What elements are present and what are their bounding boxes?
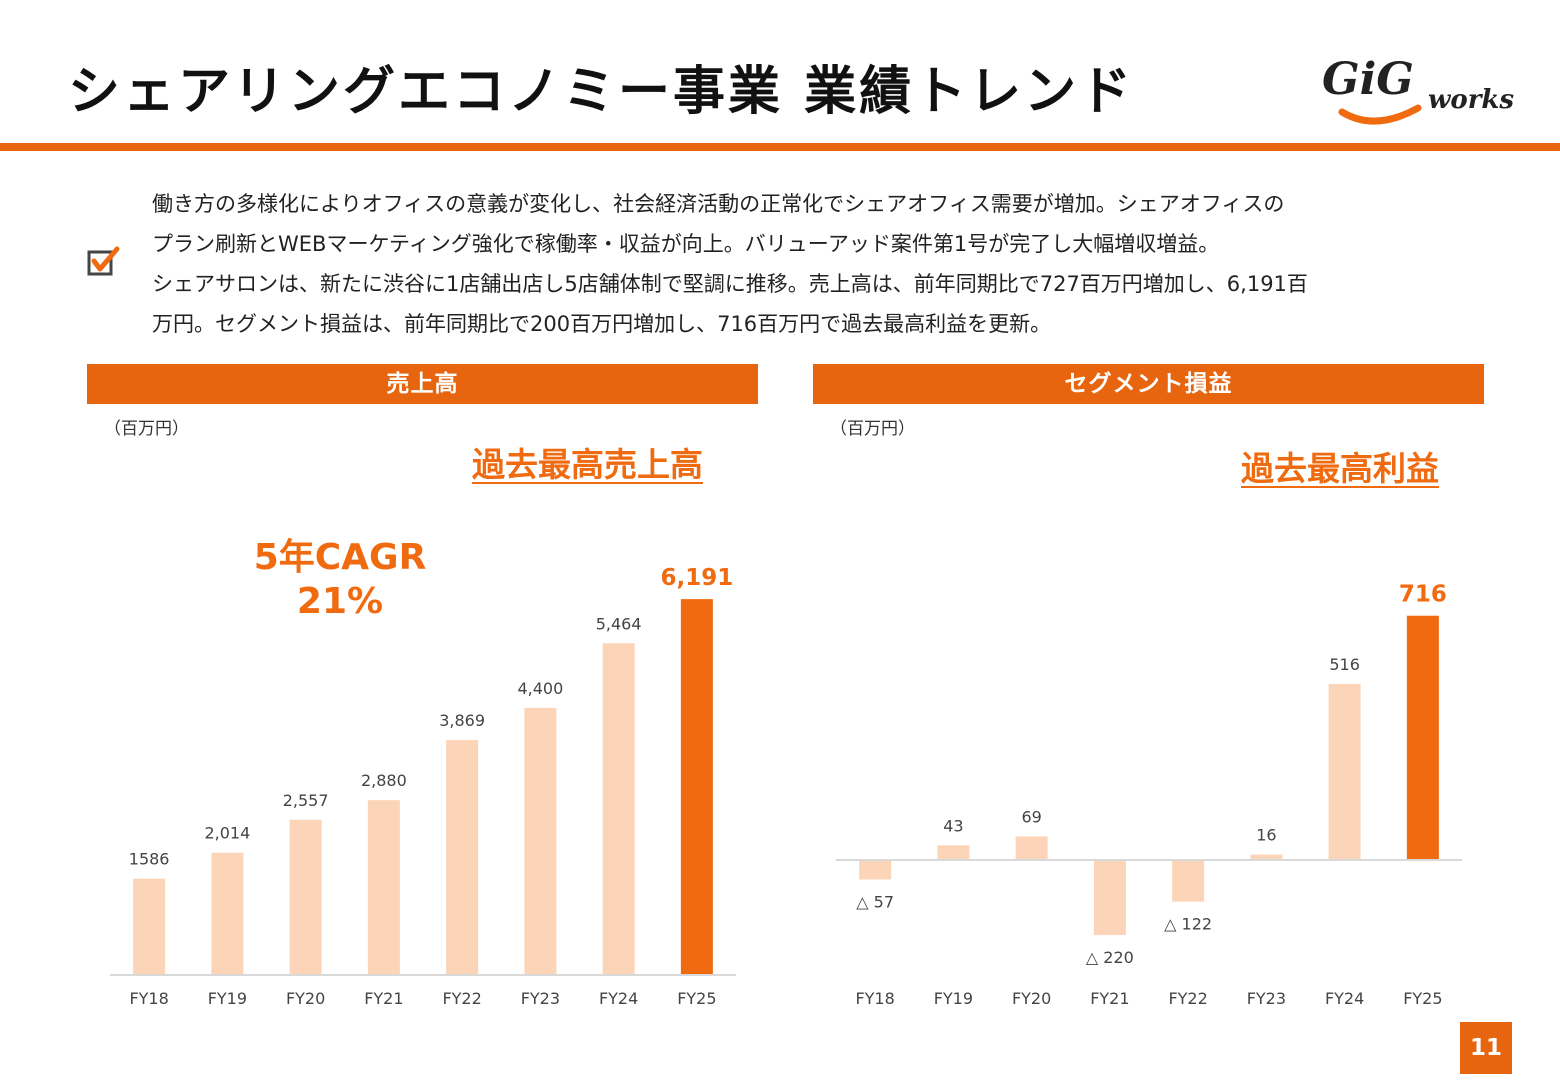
bar-fy22 [1172,860,1205,902]
data-label-fy21: 2,880 [361,771,407,790]
x-tick-label-fy19: FY19 [208,989,247,1008]
x-tick-label-fy23: FY23 [1247,989,1286,1008]
bar-fy23 [524,707,557,975]
logo-text-main: GiG [1322,54,1414,105]
data-label-fy20: 69 [1021,807,1041,826]
summary-text: 働き方の多様化によりオフィスの意義が変化し、社会経済活動の正常化でシェアオフィス… [152,184,1472,344]
data-label-fy21: △ 220 [1086,948,1134,967]
x-tick-label-fy23: FY23 [521,989,560,1008]
bar-fy24 [1328,683,1361,860]
sales-record-callout: 過去最高売上高 [472,445,703,484]
bar-fy20 [289,819,322,975]
x-tick-label-fy19: FY19 [934,989,973,1008]
profit-panel-heading: セグメント損益 [813,364,1484,404]
x-tick-label-fy24: FY24 [1325,989,1364,1008]
data-label-fy23: 16 [1256,826,1276,845]
data-label-fy23: 4,400 [517,679,563,698]
data-label-fy24: 5,464 [596,614,642,633]
x-tick-label-fy20: FY20 [1012,989,1051,1008]
bar-fy25 [1406,615,1439,860]
data-label-fy19: 2,014 [204,824,250,843]
bar-fy20 [1015,836,1048,860]
x-tick-label-fy25: FY25 [677,989,716,1008]
bar-fy24 [602,643,635,975]
summary-line: プラン刷新とWEBマーケティング強化で稼働率・収益が向上。バリューアッド案件第1… [152,232,1220,256]
checkbox-checked-icon [87,246,120,276]
x-tick-label-fy22: FY22 [1168,989,1207,1008]
x-tick-label-fy18: FY18 [855,989,894,1008]
bar-fy19 [211,852,244,975]
x-tick-label-fy20: FY20 [286,989,325,1008]
data-label-fy18: △ 57 [856,892,894,911]
bar-fy19 [937,845,970,860]
x-tick-label-fy18: FY18 [129,989,168,1008]
data-label-fy19: 43 [943,816,963,835]
x-tick-label-fy22: FY22 [442,989,481,1008]
summary-line: 万円。セグメント損益は、前年同期比で200百万円増加し、716百万円で過去最高利… [152,312,1052,336]
data-label-fy22: △ 122 [1164,915,1212,934]
profit-record-callout: 過去最高利益 [1241,449,1439,488]
summary-line: 働き方の多様化によりオフィスの意義が変化し、社会経済活動の正常化でシェアオフィス… [152,192,1285,216]
bar-fy18 [133,878,166,975]
header-divider [0,143,1560,151]
x-tick-label-fy24: FY24 [599,989,638,1008]
bar-fy21 [367,800,400,975]
bar-fy18 [859,860,892,880]
data-label-fy22: 3,869 [439,711,485,730]
x-tick-label-fy21: FY21 [364,989,403,1008]
cagr-callout: 5年CAGR 21% [240,536,440,624]
page-title: シェアリングエコノミー事業 業績トレンド [68,62,1135,122]
summary-line: シェアサロンは、新たに渋谷に1店舗出店し5店舗体制で堅調に推移。売上高は、前年同… [152,272,1308,296]
x-tick-label-fy25: FY25 [1403,989,1442,1008]
data-label-fy25: 6,191 [660,565,733,591]
x-tick-label-fy21: FY21 [1090,989,1129,1008]
sales-bar-chart: 1586 FY18 2,014 FY19 2,557 FY20 2,880 FY21 3,869… [110,565,736,1008]
data-label-fy24: 516 [1329,655,1360,674]
profit-unit-label: （百万円） [830,419,915,439]
bar-fy25 [680,599,713,975]
cagr-label: 5年CAGR [253,537,427,578]
data-label-fy25: 716 [1399,582,1447,608]
profit-bar-chart: △ 57 FY18 43 FY19 69 FY20 △ 220 FY21 △ 122 FY22 16… [836,582,1462,1008]
bar-fy21 [1093,860,1126,936]
data-label-fy20: 2,557 [283,791,329,810]
logo-text-sub: works [1428,85,1514,115]
page-number: 11 [1460,1022,1512,1074]
bar-fy22 [446,740,479,975]
data-label-fy18: 1586 [129,850,170,869]
sales-unit-label: （百万円） [104,419,189,439]
gigworks-logo: GiG works [1322,54,1514,125]
sales-panel-heading: 売上高 [87,364,758,404]
cagr-value: 21% [296,581,384,622]
bar-fy23 [1250,854,1283,860]
